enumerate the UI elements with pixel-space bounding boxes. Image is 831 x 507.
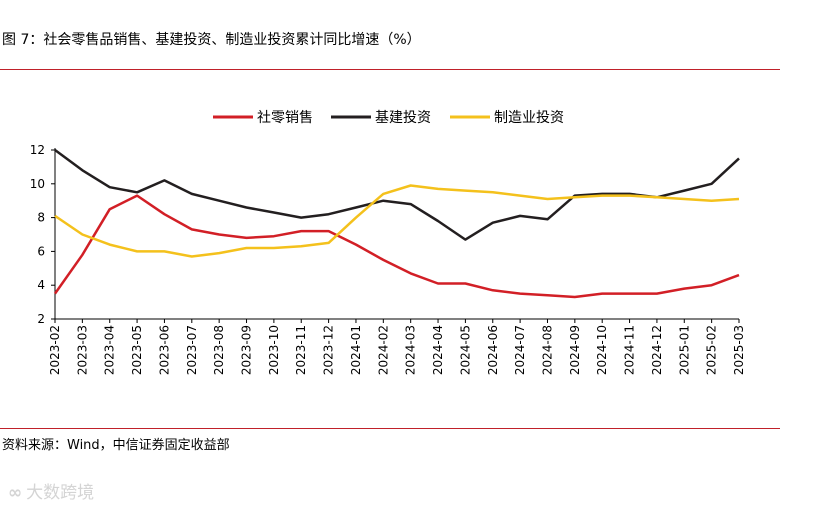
x-tick-label: 2024-12 [650,325,664,375]
chart-axes [54,148,739,320]
watermark-text: 大数跨境 [26,483,95,503]
x-tick-label: 2024-06 [486,325,500,375]
y-tick-label: 12 [30,143,45,157]
series-line-3 [54,184,740,258]
x-tick-label: 2023-04 [103,325,117,375]
legend-label: 社零销售 [257,110,313,126]
x-tick-label: 2023-05 [130,325,144,375]
series-line-2 [54,148,740,241]
watermark: ∞ 大数跨境 [8,478,94,503]
y-tick-label: 10 [30,177,45,191]
chart-series [53,148,740,299]
bottom-rule [0,428,780,429]
x-tick-label: 2023-11 [294,325,308,375]
x-tick-label: 2023-12 [322,325,336,375]
y-axis-ticks: 2 4 6 8 10 12 [30,143,55,326]
x-tick-label: 2024-03 [404,325,418,375]
x-tick-label: 2023-10 [267,325,281,375]
x-tick-label: 2024-02 [376,325,390,375]
x-tick-label: 2025-01 [677,325,691,375]
x-tick-label: 2024-09 [568,325,582,375]
source-note: 资料来源：Wind，中信证券固定收益部 [2,438,230,453]
x-tick-label: 2024-07 [513,325,527,375]
x-tick-label: 2023-09 [240,325,254,375]
series-line-1 [53,194,740,299]
x-tick-label: 2023-07 [185,325,199,375]
x-tick-label: 2023-08 [212,325,226,375]
x-axis-ticks: 2023-02 2023-03 2023-04 2023-05 2023-06 2023-… [48,319,746,375]
y-tick-label: 2 [37,312,45,326]
y-tick-label: 4 [37,278,45,292]
legend-label: 基建投资 [375,109,431,126]
watermark-logo-icon: ∞ [8,483,23,503]
chart-legend: 社零销售 基建投资 制造业投资 [213,109,564,126]
y-tick-label: 6 [37,244,45,258]
x-tick-label: 2025-02 [705,325,719,375]
x-tick-label: 2023-02 [48,325,62,375]
x-tick-label: 2025-03 [732,325,746,375]
figure-title: 图 7：社会零售品销售、基建投资、制造业投资累计同比增速（%） [2,32,421,48]
x-tick-label: 2024-10 [595,325,609,375]
x-tick-label: 2023-03 [75,325,89,375]
legend-label: 制造业投资 [494,110,564,126]
x-tick-label: 2023-06 [157,325,171,375]
x-tick-label: 2024-08 [540,325,554,375]
x-tick-label: 2024-04 [431,325,445,375]
y-tick-label: 8 [37,211,45,225]
x-tick-label: 2024-01 [349,325,363,375]
top-rule [0,69,780,70]
x-tick-label: 2024-05 [458,325,472,375]
x-tick-label: 2024-11 [623,325,637,375]
